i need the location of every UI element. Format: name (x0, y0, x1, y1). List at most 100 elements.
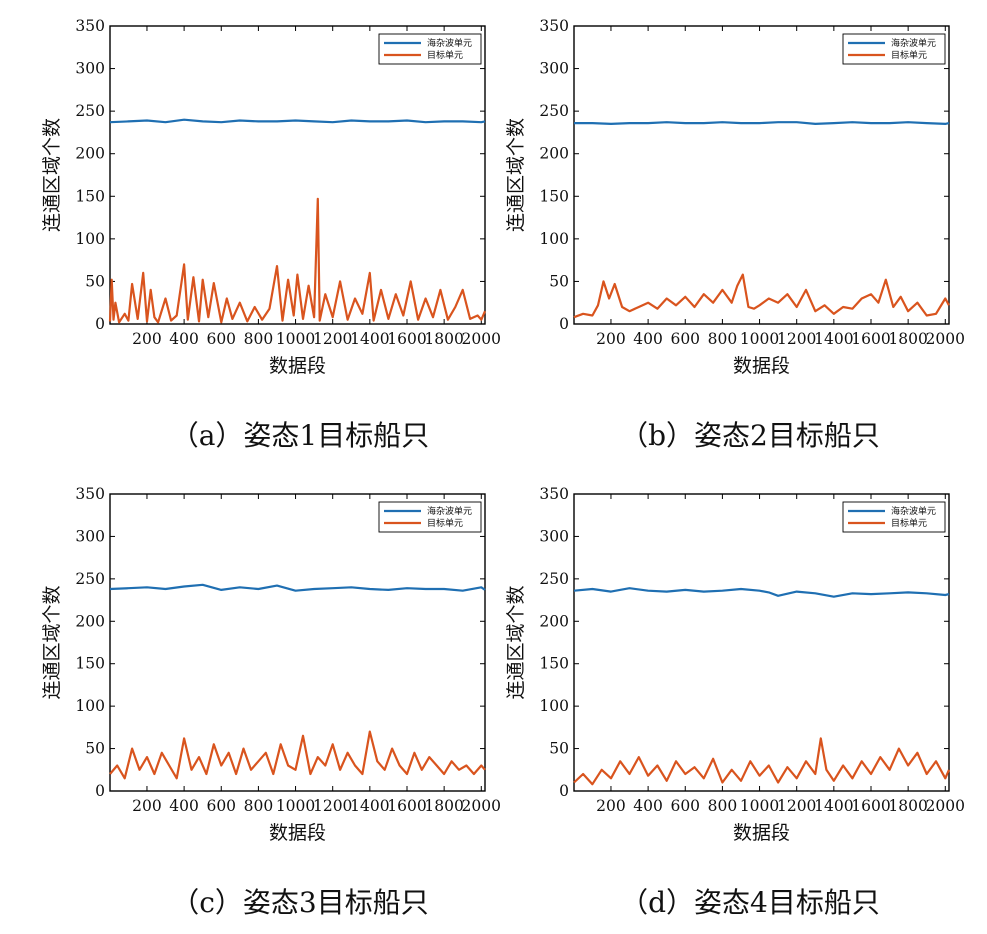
y-tick-label: 0 (95, 315, 105, 333)
series-line-sea-clutter (573, 587, 950, 598)
x-axis-title: 数据段 (269, 355, 326, 377)
x-tick-label: 1200 (313, 330, 352, 348)
y-tick-label: 0 (95, 782, 105, 800)
x-tick-label: 1000 (740, 797, 779, 815)
y-tick-label: 250 (539, 570, 569, 588)
y-tick-label: 50 (85, 272, 105, 290)
y-tick-label: 300 (539, 60, 569, 78)
y-tick-label: 100 (539, 697, 569, 715)
y-tick-label: 50 (549, 272, 569, 290)
y-tick-label: 0 (559, 782, 569, 800)
y-tick-label: 350 (539, 485, 569, 503)
y-tick-label: 200 (539, 145, 569, 163)
y-axis-title: 连通区域个数 (505, 118, 527, 232)
legend-label: 目标单元 (427, 49, 463, 61)
x-tick-label: 1800 (424, 330, 463, 348)
series-line-sea-clutter (109, 583, 486, 592)
y-tick-label: 350 (75, 17, 105, 35)
x-tick-label: 1400 (814, 797, 853, 815)
legend-box (378, 33, 482, 65)
panel-caption: （d）姿态4目标船只 (620, 886, 880, 919)
x-tick-label: 1000 (740, 330, 779, 348)
y-tick-label: 300 (75, 60, 105, 78)
x-tick-label: 2000 (926, 797, 965, 815)
x-tick-label: 1200 (777, 330, 816, 348)
series-line-sea-clutter (574, 121, 950, 126)
x-tick-label: 400 (633, 330, 663, 348)
legend-box (842, 33, 946, 65)
x-tick-label: 400 (169, 797, 199, 815)
series-line-sea-clutter (109, 118, 486, 124)
y-tick-label: 300 (75, 527, 105, 545)
y-tick-label: 250 (539, 102, 569, 120)
legend-box (378, 501, 482, 533)
y-tick-label: 150 (539, 655, 569, 673)
series-line-target (108, 197, 487, 324)
legend-label: 目标单元 (891, 49, 927, 61)
y-axis-title: 连通区域个数 (41, 118, 63, 232)
y-axis-title: 连通区域个数 (41, 585, 63, 699)
x-tick-label: 1200 (777, 797, 816, 815)
y-tick-label: 50 (85, 740, 105, 758)
x-tick-label: 2000 (926, 330, 965, 348)
x-tick-label: 1600 (851, 797, 890, 815)
y-tick-label: 100 (75, 697, 105, 715)
legend-label: 目标单元 (427, 517, 463, 529)
panel-caption: （c）姿态3目标船只 (171, 886, 429, 919)
x-tick-label: 1000 (276, 330, 315, 348)
x-tick-label: 400 (633, 797, 663, 815)
chart-panel-c: 0 50 100 150 200 250 300 350 200 400 600 800 1000120… (41, 485, 501, 919)
x-tick-label: 1600 (387, 330, 426, 348)
x-tick-label: 600 (670, 797, 700, 815)
x-tick-label: 800 (708, 330, 738, 348)
x-tick-label: 1400 (814, 330, 853, 348)
legend-label: 海杂波单元 (427, 37, 472, 49)
x-tick-label: 600 (670, 330, 700, 348)
y-tick-label: 50 (549, 740, 569, 758)
x-tick-label: 200 (132, 330, 162, 348)
chart-panel-a: 0 50 100 150 200 250 300 350 200 400 600 800 1000120… (41, 17, 501, 452)
x-tick-label: 2000 (462, 330, 501, 348)
x-tick-label: 200 (596, 330, 626, 348)
x-tick-label: 1200 (313, 797, 352, 815)
y-tick-label: 300 (539, 527, 569, 545)
x-tick-label: 1600 (851, 330, 890, 348)
x-tick-label: 1800 (888, 797, 927, 815)
y-tick-label: 250 (75, 570, 105, 588)
x-tick-label: 600 (206, 330, 236, 348)
series-line-target (573, 273, 950, 319)
y-tick-label: 200 (75, 612, 105, 630)
x-tick-label: 1400 (350, 330, 389, 348)
x-axis-title: 数据段 (269, 822, 326, 844)
x-tick-label: 800 (708, 797, 738, 815)
series-line-target (109, 730, 486, 780)
plot-frame (573, 25, 950, 325)
x-tick-label: 800 (244, 797, 274, 815)
x-tick-label: 1600 (387, 797, 426, 815)
y-tick-label: 250 (75, 102, 105, 120)
plot-frame (109, 493, 486, 792)
y-tick-label: 200 (75, 145, 105, 163)
x-tick-label: 200 (132, 797, 162, 815)
y-axis-title: 连通区域个数 (505, 585, 527, 699)
legend-label: 海杂波单元 (891, 505, 936, 517)
x-tick-label: 200 (596, 797, 626, 815)
chart-panel-b: 0 50 100 150 200 250 300 350 200 400 600 800 1000120… (505, 17, 965, 452)
y-tick-label: 150 (75, 187, 105, 205)
x-tick-label: 1800 (888, 330, 927, 348)
x-tick-label: 600 (206, 797, 236, 815)
y-tick-label: 100 (75, 230, 105, 248)
y-tick-label: 100 (539, 230, 569, 248)
x-axis-title: 数据段 (733, 822, 790, 844)
legend-label: 海杂波单元 (891, 37, 936, 49)
y-tick-label: 0 (559, 315, 569, 333)
y-tick-label: 350 (539, 17, 569, 35)
y-tick-label: 150 (539, 187, 569, 205)
x-tick-label: 1400 (350, 797, 389, 815)
panel-caption: （a）姿态1目标船只 (171, 419, 430, 452)
chart-panel-d: 0 50 100 150 200 250 300 350 200 400 600 800 1000120… (505, 485, 965, 919)
series-line-target (573, 737, 951, 786)
x-axis-title: 数据段 (733, 355, 790, 377)
plot-frame (573, 493, 950, 792)
